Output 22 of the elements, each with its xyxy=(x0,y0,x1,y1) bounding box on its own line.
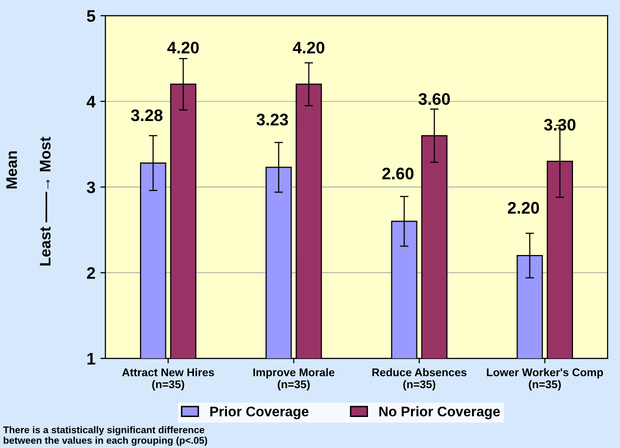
data-label: 3.30 xyxy=(544,118,576,131)
y-tick-label: 5 xyxy=(86,10,96,22)
legend-label: No Prior Coverage xyxy=(379,406,500,420)
y-axis-title: Mean xyxy=(6,151,18,188)
data-label: 3.60 xyxy=(418,93,450,105)
x-tick-label: Reduce Absences (n=35) xyxy=(372,368,466,390)
y-tick-label: 1 xyxy=(87,352,96,364)
x-tick-label: Lower Worker's Comp (n=35) xyxy=(486,368,604,390)
data-label: 2.20 xyxy=(508,202,540,214)
data-label: 3.28 xyxy=(130,109,163,122)
text: Least ——→ Most xyxy=(40,136,51,266)
y-tick-label: 2 xyxy=(86,267,96,279)
x-tick-label: Improve Morale (n=35) xyxy=(253,368,334,390)
data-label: 3.23 xyxy=(256,114,288,126)
data-label: 4.20 xyxy=(167,42,199,54)
text: There is a statistically significant difference between the values in each grouping (p<.05) xyxy=(3,426,208,446)
data-label: 2.60 xyxy=(382,168,414,180)
y-tick-label: 3 xyxy=(86,181,96,194)
legend-label: Prior Coverage xyxy=(210,406,309,420)
data-label: 4.20 xyxy=(292,42,324,54)
x-tick-label: Attract New Hires (n=35) xyxy=(122,368,214,390)
y-tick-label: 4 xyxy=(86,96,96,108)
